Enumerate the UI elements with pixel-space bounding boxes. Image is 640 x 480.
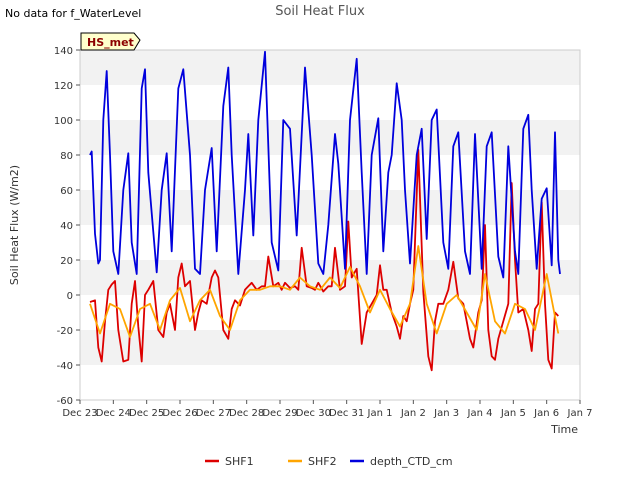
grid-band <box>80 120 580 155</box>
x-tick-label: Dec 31 <box>329 408 364 419</box>
x-tick-label: Dec 25 <box>129 408 164 419</box>
y-tick-label: 0 <box>67 291 73 302</box>
y-tick-label: 80 <box>60 151 73 162</box>
legend: SHF1 SHF2 depth_CTD_cm <box>205 455 453 468</box>
series-line-depth_CTD_cm <box>89 50 561 279</box>
grid-band <box>80 85 580 120</box>
y-tick-label: -40 <box>57 361 73 372</box>
site-badge: HS_met <box>80 32 141 51</box>
site-badge-label: HS_met <box>87 36 134 49</box>
grid-bands <box>80 50 580 400</box>
x-tick-label: Dec 27 <box>196 408 231 419</box>
chart-title: Soil Heat Flux <box>275 4 365 19</box>
grid-band <box>80 155 580 190</box>
grid-band <box>80 50 580 85</box>
x-tick-label: Jan 7 <box>567 408 593 419</box>
series-lines <box>89 50 561 372</box>
x-tick-label: Jan 2 <box>400 408 426 419</box>
grid-band <box>80 365 580 400</box>
x-tick-label: Jan 5 <box>500 408 526 419</box>
x-tick-label: Jan 6 <box>533 408 559 419</box>
x-tick-label: Jan 4 <box>467 408 493 419</box>
y-axis-label: Soil Heat Flux (W/m2) <box>8 165 21 285</box>
y-tick-label: 100 <box>54 116 73 127</box>
y-tick-label: 140 <box>54 46 73 57</box>
series-line-SHF2 <box>89 245 560 338</box>
legend-label-SHF1: SHF1 <box>225 455 254 468</box>
x-axis-label: Time <box>550 423 578 436</box>
y-tick-label: 20 <box>60 256 73 267</box>
legend-label-SHF2: SHF2 <box>308 455 337 468</box>
x-tick-label: Dec 28 <box>229 408 264 419</box>
x-tick-label: Jan 3 <box>433 408 459 419</box>
y-tick-label: 60 <box>60 186 73 197</box>
x-tick-label: Dec 30 <box>296 408 331 419</box>
y-tick-label: 120 <box>54 81 73 92</box>
x-tick-label: Dec 23 <box>62 408 97 419</box>
y-tick-label: -20 <box>57 326 73 337</box>
x-tick-label: Dec 29 <box>262 408 297 419</box>
x-tick-label: Dec 26 <box>162 408 197 419</box>
x-tick-label: Dec 24 <box>96 408 131 419</box>
no-data-notice: No data for f_WaterLevel <box>5 7 142 20</box>
y-tick-label: -60 <box>57 396 73 407</box>
y-tick-label: 40 <box>60 221 73 232</box>
y-axis: -60 -40 -20 0 20 40 60 80 100 120 140 <box>54 46 80 407</box>
legend-label-depth_CTD_cm: depth_CTD_cm <box>370 455 453 468</box>
grid-band <box>80 330 580 365</box>
x-tick-label: Jan 1 <box>367 408 393 419</box>
